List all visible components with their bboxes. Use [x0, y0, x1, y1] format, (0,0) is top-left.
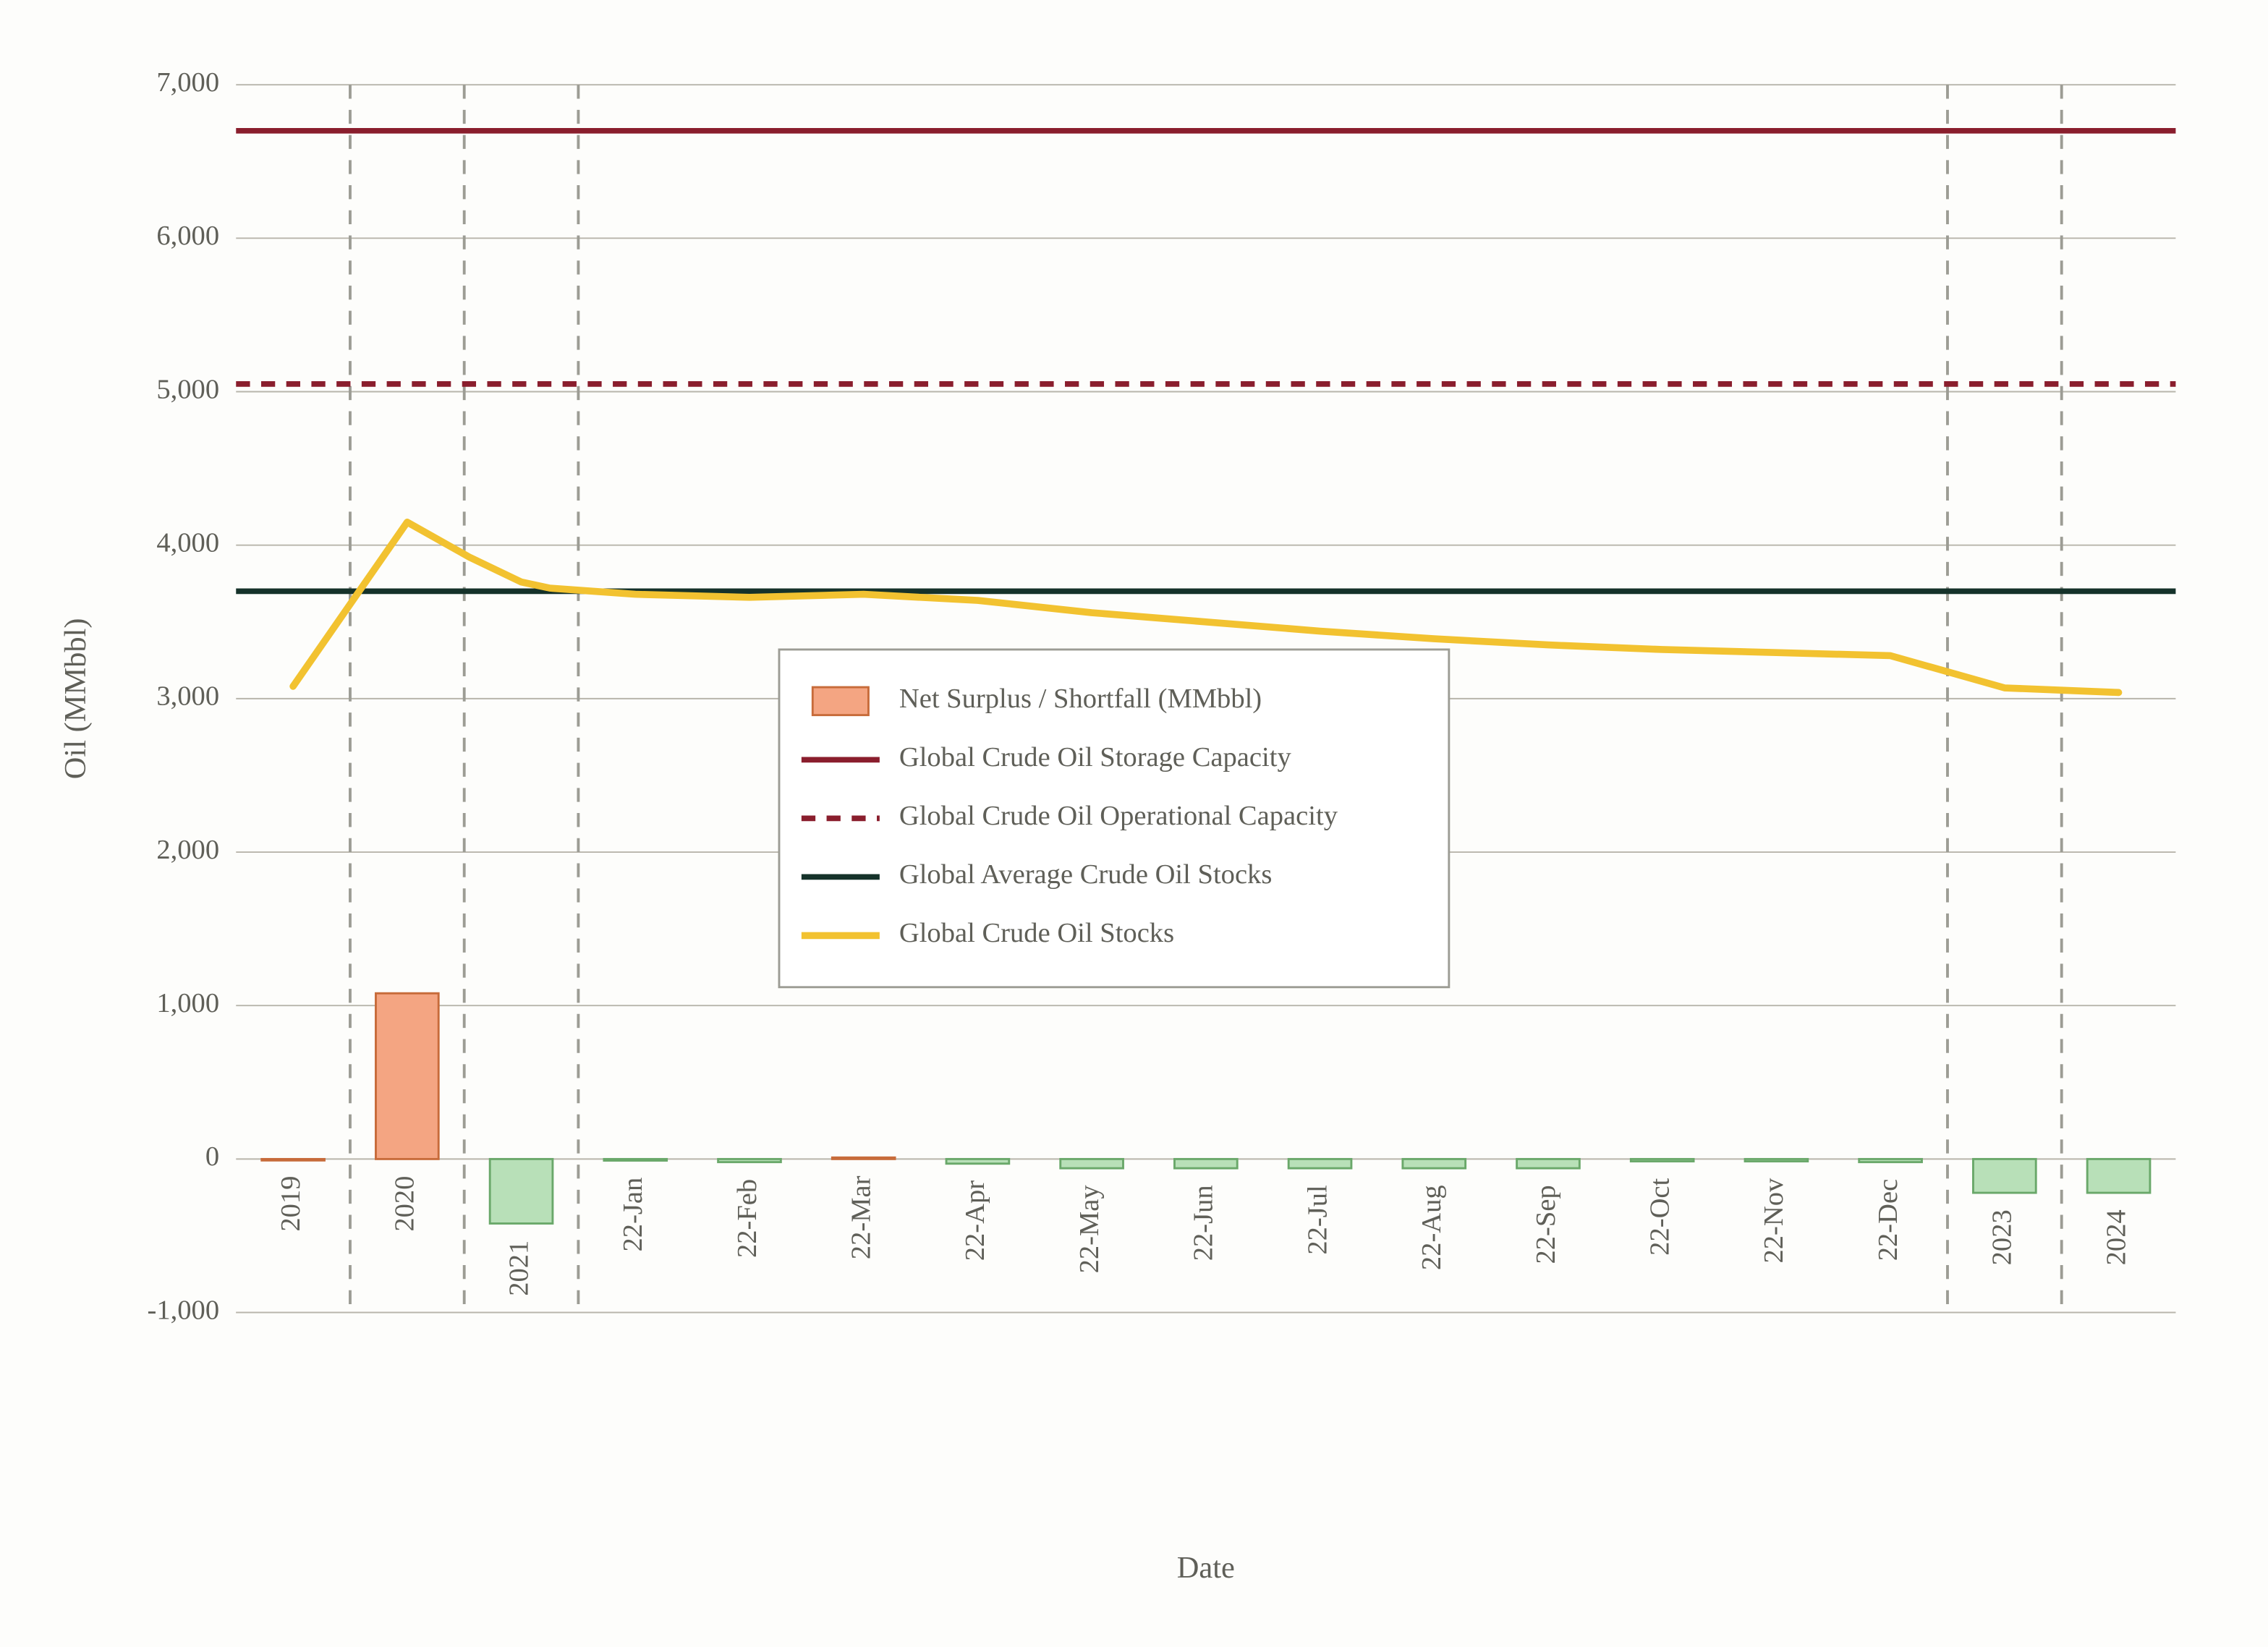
- net-surplus-bar: [375, 993, 438, 1159]
- net-surplus-bar: [262, 1159, 325, 1160]
- x-tick-label: 2023: [1987, 1209, 2018, 1265]
- y-tick-label: 7,000: [156, 67, 219, 98]
- x-tick-label: 2020: [390, 1176, 420, 1232]
- y-tick-label: 4,000: [156, 528, 219, 558]
- net-surplus-bar: [490, 1159, 553, 1223]
- y-tick-label: 3,000: [156, 681, 219, 712]
- net-surplus-bar: [1859, 1159, 1922, 1162]
- x-tick-label: 22-Nov: [1759, 1178, 1789, 1264]
- legend-label: Net Surplus / Shortfall (MMbbl): [899, 684, 1262, 714]
- net-surplus-bar: [1403, 1159, 1466, 1168]
- x-axis-label: Date: [1177, 1551, 1235, 1585]
- legend-label: Global Crude Oil Operational Capacity: [899, 801, 1338, 831]
- x-tick-label: 22-Aug: [1417, 1185, 1447, 1270]
- x-tick-label: 2024: [2101, 1209, 2131, 1265]
- x-tick-label: 22-Jul: [1302, 1185, 1333, 1254]
- y-tick-label: 1,000: [156, 988, 219, 1018]
- net-surplus-bar: [1745, 1159, 1808, 1161]
- net-surplus-bar: [718, 1159, 781, 1162]
- x-tick-label: 22-Oct: [1645, 1178, 1675, 1255]
- net-surplus-bar: [1631, 1159, 1694, 1161]
- x-tick-label: 22-Apr: [960, 1180, 990, 1261]
- net-surplus-bar: [604, 1159, 667, 1160]
- legend-label: Global Average Crude Oil Stocks: [899, 859, 1273, 890]
- net-surplus-bar: [1288, 1159, 1351, 1168]
- y-tick-label: 0: [205, 1141, 219, 1172]
- x-tick-label: 22-Jun: [1189, 1185, 1219, 1261]
- y-axis-label: Oil (MMbbl): [59, 618, 93, 780]
- y-tick-label: 2,000: [156, 835, 219, 865]
- x-tick-label: 22-Jan: [618, 1178, 648, 1252]
- x-tick-label: 22-Sep: [1531, 1185, 1561, 1264]
- net-surplus-bar: [2087, 1159, 2150, 1193]
- net-surplus-bar: [832, 1157, 895, 1159]
- x-tick-label: 22-Dec: [1873, 1179, 1903, 1261]
- y-tick-label: 5,000: [156, 374, 219, 404]
- net-surplus-bar: [946, 1159, 1009, 1163]
- x-tick-label: 22-May: [1074, 1185, 1105, 1274]
- x-tick-label: 22-Mar: [846, 1175, 877, 1259]
- net-surplus-bar: [1517, 1159, 1580, 1168]
- net-surplus-bar: [1061, 1159, 1124, 1168]
- net-surplus-bar: [1973, 1159, 2036, 1193]
- legend-label: Global Crude Oil Stocks: [899, 918, 1174, 948]
- y-tick-label: -1,000: [148, 1295, 220, 1325]
- net-surplus-bar: [1174, 1159, 1237, 1168]
- y-tick-label: 6,000: [156, 221, 219, 251]
- oil-stocks-chart: -1,000 0 1,000 2,000 3,000 4,000 5,000 6,000 7,0…: [0, 0, 2268, 1647]
- x-tick-label: 2019: [276, 1176, 306, 1232]
- x-tick-label: 2021: [504, 1240, 534, 1296]
- x-tick-label: 22-Feb: [732, 1179, 763, 1258]
- legend-label: Global Crude Oil Storage Capacity: [899, 742, 1292, 773]
